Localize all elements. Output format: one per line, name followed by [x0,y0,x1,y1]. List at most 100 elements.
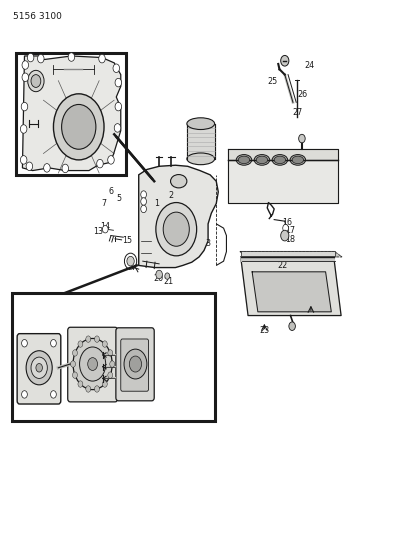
Polygon shape [228,160,338,203]
Circle shape [53,94,104,160]
Text: 18: 18 [285,235,295,244]
Circle shape [20,156,27,164]
Circle shape [26,162,33,171]
Circle shape [163,212,189,246]
Circle shape [156,203,197,256]
Text: 41: 41 [18,346,27,355]
Text: 5: 5 [117,194,122,203]
FancyBboxPatch shape [116,328,154,401]
Circle shape [31,357,47,378]
Ellipse shape [236,155,252,165]
Circle shape [108,350,113,356]
Text: 15: 15 [122,237,132,245]
Text: 30: 30 [137,368,147,376]
Polygon shape [22,56,121,171]
Circle shape [108,156,114,164]
Circle shape [281,55,289,66]
Text: 32: 32 [115,340,125,348]
Ellipse shape [256,156,268,164]
Text: 38: 38 [194,158,204,167]
Text: 28: 28 [60,301,69,309]
Circle shape [113,64,120,72]
Text: 10: 10 [38,112,48,120]
Circle shape [141,191,146,198]
Polygon shape [241,257,341,316]
Circle shape [22,340,27,347]
Ellipse shape [187,118,215,130]
Circle shape [141,205,146,213]
Circle shape [86,386,91,392]
Text: 9: 9 [70,130,75,139]
Ellipse shape [292,156,304,164]
Circle shape [21,102,28,111]
Text: 26: 26 [298,91,308,99]
Circle shape [62,164,69,173]
Circle shape [73,338,112,390]
Ellipse shape [187,153,215,165]
Text: 2: 2 [169,191,174,200]
Text: 44: 44 [126,263,135,272]
Polygon shape [187,124,215,159]
Circle shape [44,164,50,172]
Circle shape [38,54,44,63]
Circle shape [283,224,288,232]
Text: 27: 27 [292,109,302,117]
FancyBboxPatch shape [17,334,61,404]
Text: 14: 14 [100,222,110,231]
Polygon shape [139,165,218,268]
Text: 3: 3 [206,239,211,248]
Circle shape [124,349,147,379]
Text: 19: 19 [317,305,326,313]
Circle shape [22,391,27,398]
Text: 31: 31 [19,384,29,392]
Circle shape [102,341,107,347]
Circle shape [124,253,137,269]
Text: 40: 40 [47,374,57,383]
Text: 17: 17 [286,227,295,235]
Bar [12,293,215,421]
Text: 8: 8 [22,162,27,171]
Circle shape [95,386,100,392]
Circle shape [110,361,115,367]
Text: 42: 42 [51,348,61,356]
Circle shape [78,381,83,387]
Text: 33: 33 [138,354,148,362]
Polygon shape [252,272,331,312]
Text: 11: 11 [74,110,84,119]
Circle shape [108,372,113,378]
Text: 23: 23 [259,326,269,335]
Text: 13: 13 [93,228,103,236]
Bar [241,251,335,256]
Ellipse shape [274,156,286,164]
Text: 6: 6 [109,188,113,196]
Text: 45: 45 [39,400,49,408]
FancyBboxPatch shape [68,327,118,402]
Circle shape [22,61,29,69]
Circle shape [27,53,34,62]
Circle shape [78,341,83,347]
Circle shape [99,54,105,63]
Circle shape [127,256,134,266]
Circle shape [73,350,78,356]
Ellipse shape [171,174,187,188]
Bar [16,53,126,175]
Ellipse shape [254,155,270,165]
Text: 20: 20 [153,274,163,282]
Text: 7: 7 [102,199,106,208]
Text: 4: 4 [35,124,40,132]
Circle shape [102,225,108,233]
Text: 25: 25 [267,77,278,85]
Text: 43: 43 [26,397,35,405]
Circle shape [51,391,56,398]
Circle shape [97,159,103,168]
Ellipse shape [238,156,250,164]
Circle shape [299,134,305,143]
Text: 10: 10 [94,112,104,120]
Circle shape [73,372,78,378]
Circle shape [28,70,44,92]
Circle shape [71,361,75,367]
Circle shape [115,102,122,111]
Text: 16: 16 [283,218,293,227]
Ellipse shape [290,155,306,165]
Text: 21: 21 [163,277,173,286]
